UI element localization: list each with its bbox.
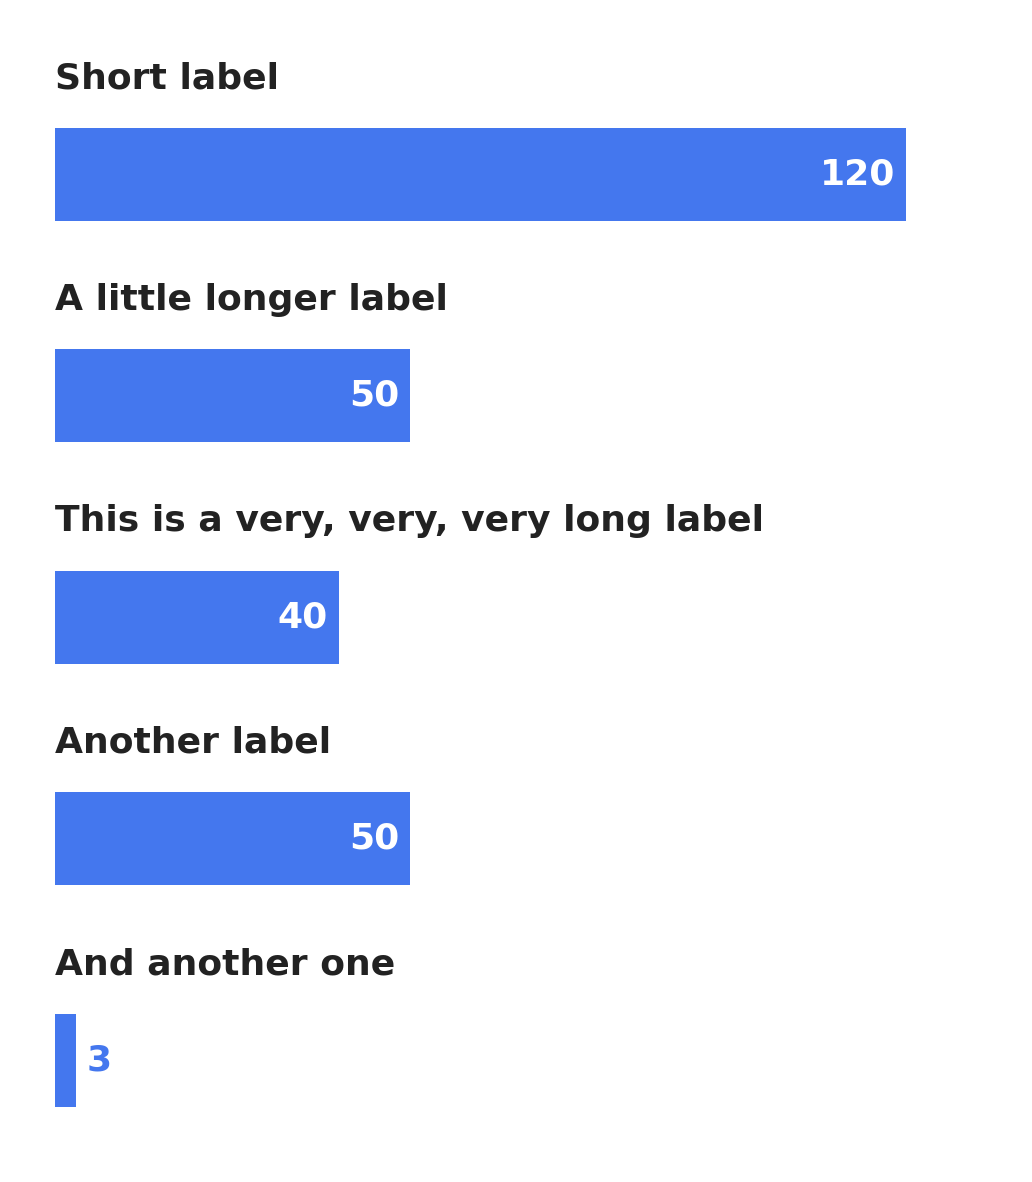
Bar (55, 792, 410, 885)
Text: Short label: Short label (55, 61, 279, 96)
Text: This is a very, very, very long label: This is a very, very, very long label (55, 505, 764, 539)
Text: And another one: And another one (55, 947, 395, 981)
Bar (55, 1014, 76, 1106)
Bar (55, 350, 410, 442)
Text: 120: 120 (820, 157, 896, 191)
Text: 3: 3 (87, 1044, 112, 1077)
Bar (55, 128, 906, 221)
Text: 50: 50 (349, 379, 399, 413)
Text: A little longer label: A little longer label (55, 282, 448, 317)
Bar (55, 571, 338, 664)
Text: Another label: Another label (55, 726, 331, 760)
Text: 50: 50 (349, 821, 399, 856)
Text: 40: 40 (278, 600, 328, 635)
